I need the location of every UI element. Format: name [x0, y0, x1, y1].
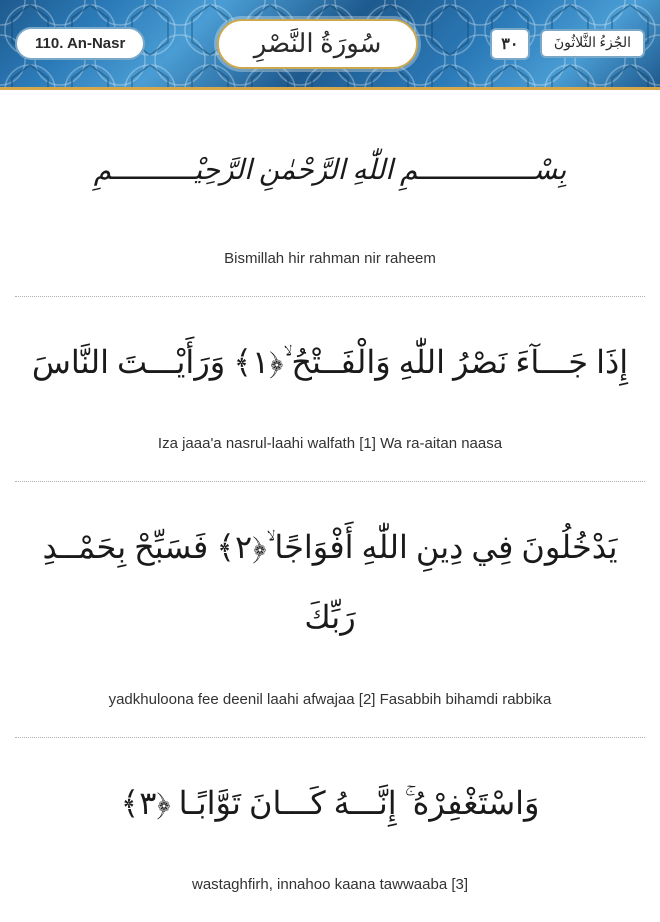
arabic-text: وَاسْتَغْفِرْهُ ۚ إِنَّـــهُ كَـــانَ تَ… — [25, 768, 635, 838]
surah-name-cartouche: سُورَةُ النَّصْرِ — [217, 19, 419, 69]
verse-block: إِذَا جَـــآءَ نَصْرُ اللّٰهِ وَالْفَــت… — [15, 297, 645, 482]
surah-title-badge: 110. An-Nasr — [15, 27, 145, 60]
page-header: 110. An-Nasr سُورَةُ النَّصْرِ ٣٠ الجُزء… — [0, 0, 660, 90]
juz-label-arabic: الجُزءُ الثَّلاثُونَ — [554, 36, 631, 51]
transliteration-text: yadkhuloona fee deenil laahi afwajaa [2]… — [25, 688, 635, 712]
transliteration-text: Bismillah hir rahman nir raheem — [25, 247, 635, 271]
transliteration-text: Iza jaaa'a nasrul-laahi walfath [1] Wa r… — [25, 432, 635, 456]
transliteration-text: wastaghfirh, innahoo kaana tawwaaba [3] — [25, 873, 635, 897]
page-number-arabic: ٣٠ — [501, 34, 518, 54]
arabic-text: يَدْخُلُونَ فِي دِينِ اللّٰهِ أَفْوَاجًا… — [25, 512, 635, 653]
header-right-group: ٣٠ الجُزءُ الثَّلاثُونَ — [490, 28, 645, 60]
arabic-text: بِسْــــــــــــــمِ اللّٰهِ الرَّحْمٰنِ… — [25, 140, 635, 202]
surah-title-text: 110. An-Nasr — [35, 35, 125, 52]
page-number-badge: ٣٠ — [490, 28, 530, 60]
verse-block: يَدْخُلُونَ فِي دِينِ اللّٰهِ أَفْوَاجًا… — [15, 482, 645, 738]
surah-name-arabic: سُورَةُ النَّصْرِ — [254, 29, 382, 58]
verse-block-bismillah: بِسْــــــــــــــمِ اللّٰهِ الرَّحْمٰنِ… — [15, 110, 645, 297]
juz-badge: الجُزءُ الثَّلاثُونَ — [540, 29, 645, 58]
header-content-row: 110. An-Nasr سُورَةُ النَّصْرِ ٣٠ الجُزء… — [0, 0, 660, 87]
arabic-text: إِذَا جَـــآءَ نَصْرُ اللّٰهِ وَالْفَــت… — [25, 327, 635, 397]
verses-container: بِسْــــــــــــــمِ اللّٰهِ الرَّحْمٰنِ… — [0, 90, 660, 922]
verse-block: وَاسْتَغْفِرْهُ ۚ إِنَّـــهُ كَـــانَ تَ… — [15, 738, 645, 922]
